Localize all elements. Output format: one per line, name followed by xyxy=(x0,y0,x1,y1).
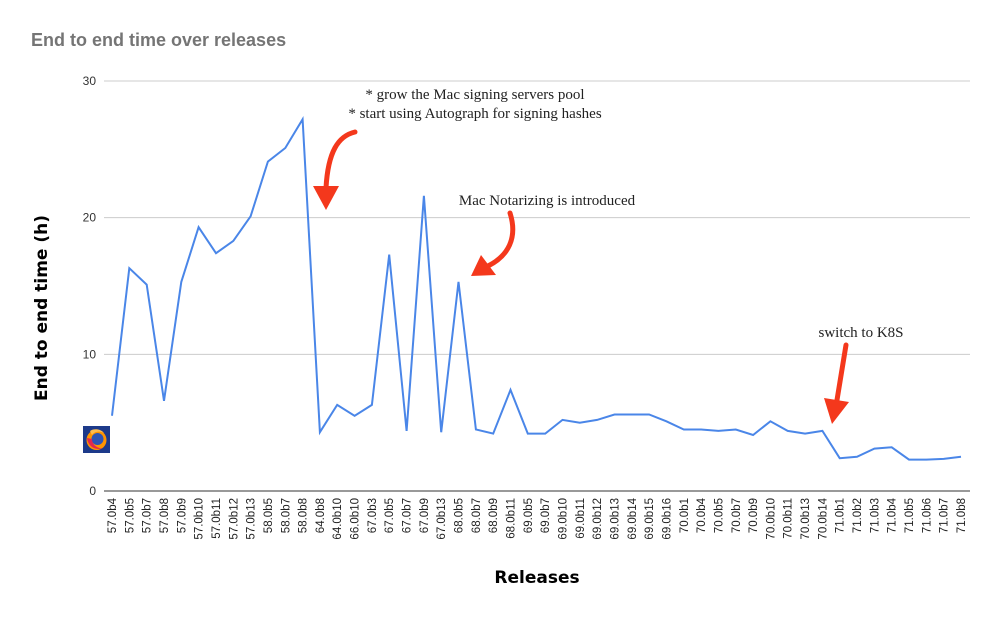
x-tick-label: 58.0b8 xyxy=(298,498,310,533)
x-tick-label: 69.0b16 xyxy=(661,498,673,540)
arrow-3-icon xyxy=(834,342,849,403)
x-tick-label: 69.0b15 xyxy=(644,498,656,540)
x-tick-label: 69.0b10 xyxy=(557,498,569,540)
x-tick-label: 69.0b7 xyxy=(540,498,552,533)
x-tick-label: 68.0b11 xyxy=(506,498,518,539)
x-tick-label: 57.0b7 xyxy=(142,498,154,533)
x-tick-label: 57.0b9 xyxy=(176,498,188,533)
arrow-1-icon xyxy=(323,129,358,191)
x-tick-label: 58.0b7 xyxy=(280,498,292,533)
x-tick-label: 57.0b12 xyxy=(228,498,240,540)
x-tick-label: 69.0b5 xyxy=(523,498,535,533)
x-tick-label: 69.0b11 xyxy=(575,498,587,539)
x-tick-label: 57.0b4 xyxy=(107,497,119,533)
y-tick-label: 0 xyxy=(89,484,96,498)
x-tick-label: 71.0b1 xyxy=(835,498,847,533)
x-axis-label: Releases xyxy=(494,568,580,588)
y-tick-label: 30 xyxy=(83,74,97,88)
x-tick-label: 71.0b7 xyxy=(939,498,951,533)
annotation-arrows xyxy=(313,129,849,424)
x-tick-label: 70.0b13 xyxy=(800,498,812,540)
x-tick-label: 71.0b8 xyxy=(956,498,968,533)
x-tick-label: 67.0b3 xyxy=(367,498,379,533)
x-tick-label: 71.0b6 xyxy=(921,498,933,533)
x-tick-label: 68.0b9 xyxy=(488,498,500,533)
annotation-mac-signing: * grow the Mac signing servers pool * st… xyxy=(348,86,601,124)
x-tick-label: 70.0b4 xyxy=(696,497,708,533)
firefox-logo-icon xyxy=(83,426,110,453)
x-tick-label: 68.0b7 xyxy=(471,498,483,533)
y-tick-label: 10 xyxy=(83,347,97,361)
x-tick-label: 69.0b14 xyxy=(627,497,639,539)
annotation-line: * start using Autograph for signing hash… xyxy=(348,106,602,122)
x-tick-label: 70.0b10 xyxy=(765,498,777,540)
arrow-3-head-icon xyxy=(824,398,849,424)
x-tick-label: 68.0b5 xyxy=(454,498,466,533)
x-tick-label: 70.0b7 xyxy=(731,498,743,533)
x-tick-label: 67.0b7 xyxy=(402,498,414,533)
arrow-2-icon xyxy=(485,210,516,269)
x-tick-label: 70.0b11 xyxy=(783,498,795,539)
x-tick-label: 57.0b5 xyxy=(124,498,136,533)
gridlines xyxy=(104,80,970,492)
x-tick-label: 67.0b13 xyxy=(436,498,448,540)
x-tick-label: 57.0b8 xyxy=(159,498,171,533)
x-tick-label: 70.0b9 xyxy=(748,498,760,533)
x-tick-label: 70.0b1 xyxy=(679,498,691,533)
annotation-k8s: switch to K8S xyxy=(818,324,903,343)
x-tick-label: 64.0b8 xyxy=(315,498,327,533)
x-tick-label: 71.0b3 xyxy=(869,498,881,533)
series-line xyxy=(111,116,962,461)
x-tick-label: 71.0b2 xyxy=(852,498,864,533)
x-tick-label: 70.0b14 xyxy=(817,497,829,539)
annotation-notarizing: Mac Notarizing is introduced xyxy=(459,192,635,211)
x-tick-label: 64.0b10 xyxy=(332,498,344,540)
arrow-1-head-icon xyxy=(313,186,339,210)
annotation-line: Mac Notarizing is introduced xyxy=(458,193,636,209)
annotation-line: switch to K8S xyxy=(818,325,904,341)
x-tick-label: 66.0b10 xyxy=(350,498,362,540)
x-tick-label: 57.0b13 xyxy=(246,498,258,540)
arrow-2-head-icon xyxy=(471,255,496,276)
x-tick-label: 69.0b13 xyxy=(609,498,621,540)
x-tick-label: 70.0b5 xyxy=(713,498,725,533)
x-axis-ticks: 57.0b4 57.0b5 57.0b7 57.0b8 57.0b9 57.0b10 57.… xyxy=(107,497,968,539)
y-axis-ticks: 0 10 20 30 xyxy=(83,74,97,498)
x-tick-label: 67.0b9 xyxy=(419,498,431,533)
x-tick-label: 58.0b5 xyxy=(263,498,275,533)
x-tick-label: 71.0b5 xyxy=(904,498,916,533)
x-tick-label: 57.0b10 xyxy=(194,498,206,540)
annotation-line: * grow the Mac signing servers pool xyxy=(365,87,585,103)
x-tick-label: 69.0b12 xyxy=(592,498,604,540)
x-tick-label: 67.0b5 xyxy=(384,498,396,533)
y-tick-label: 20 xyxy=(83,211,97,225)
x-tick-label: 57.0b11 xyxy=(211,498,223,539)
chart-title: End to end time over releases xyxy=(31,30,287,50)
x-tick-label: 71.0b4 xyxy=(887,497,899,533)
